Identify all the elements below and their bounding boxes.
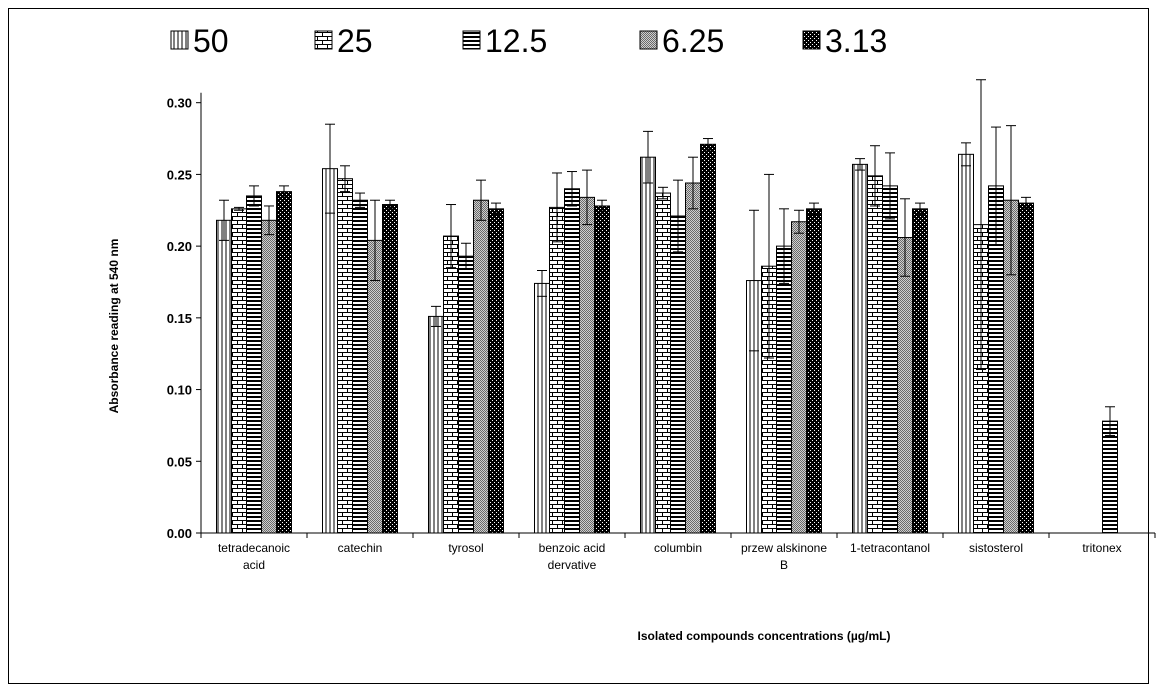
bar-50 [217, 220, 232, 533]
bar-6_25 [898, 238, 913, 533]
bar-3_13 [913, 209, 928, 533]
y-tick-label: 0.25 [167, 167, 192, 182]
bar-12_5 [777, 246, 792, 533]
bar-3_13 [1019, 203, 1034, 533]
bar-3_13 [489, 209, 504, 533]
x-tick-label: tyrosol [448, 541, 483, 555]
x-tick-label: tetradecanoic [218, 541, 290, 555]
bar-50 [535, 283, 550, 533]
legend-label: 25 [337, 23, 373, 59]
bar-12_5 [247, 196, 262, 533]
y-axis-title: Absorbance reading at 540 nm [107, 239, 121, 414]
legend-label: 12.5 [485, 23, 547, 59]
bar-3_13 [701, 144, 716, 533]
bar-25 [550, 207, 565, 533]
bar-3_13 [807, 209, 822, 533]
x-tick-label: columbin [654, 541, 702, 555]
bar-50 [641, 157, 656, 533]
x-tick-label: B [780, 558, 788, 572]
legend-label: 50 [193, 23, 229, 59]
bar-25 [868, 176, 883, 533]
y-tick-label: 0.20 [167, 239, 192, 254]
bar-25 [444, 236, 459, 533]
bar-50 [429, 316, 444, 533]
x-tick-label: benzoic acid [539, 541, 606, 555]
legend-swatch [315, 31, 332, 49]
bar-6_25 [368, 240, 383, 533]
bar-12_5 [459, 256, 474, 533]
bar-25 [656, 193, 671, 533]
y-tick-label: 0.15 [167, 311, 192, 326]
bar-12_5 [565, 189, 580, 533]
x-tick-label: tritonex [1082, 541, 1121, 555]
legend-label: 3.13 [825, 23, 887, 59]
bar-12_5 [671, 216, 686, 533]
x-axis: tetradecanoic acid catechin tyrosol benzoic … [201, 533, 1155, 572]
x-tick-label: dervative [548, 558, 597, 572]
bars [217, 144, 1118, 533]
bar-3_13 [383, 205, 398, 533]
x-tick-label: acid [243, 558, 265, 572]
y-tick-label: 0.05 [167, 454, 192, 469]
bar-3_13 [595, 206, 610, 533]
bar-25 [232, 209, 247, 533]
bar-25 [1103, 421, 1118, 533]
bar-3_13 [277, 192, 292, 533]
y-tick-label: 0.00 [167, 526, 192, 541]
x-axis-title: Isolated compounds concentrations (µg/mL… [638, 629, 891, 643]
x-tick-label: catechin [338, 541, 383, 555]
y-tick-label: 0.10 [167, 383, 192, 398]
bar-6_25 [262, 220, 277, 533]
bar-6_25 [792, 222, 807, 533]
legend-swatch [171, 31, 188, 49]
y-tick-label: 0.30 [167, 96, 192, 111]
legend-swatch [803, 31, 820, 49]
x-tick-label: 1-tetracontanol [850, 541, 930, 555]
x-tick-label: sistosterol [969, 541, 1023, 555]
bar-50 [853, 164, 868, 533]
bar-50 [323, 169, 338, 533]
legend-swatch [463, 31, 480, 49]
bar-6_25 [686, 183, 701, 533]
legend: 50 25 12.5 6.25 3.13 [171, 23, 887, 59]
bar-12_5 [883, 186, 898, 533]
legend-label: 6.25 [662, 23, 724, 59]
bar-6_25 [474, 200, 489, 533]
legend-swatch [640, 31, 657, 49]
bar-50 [959, 154, 974, 533]
bar-6_25 [580, 197, 595, 533]
y-axis: 0.00 0.05 0.10 0.15 0.20 0.25 0.30 [167, 93, 201, 541]
bar-25 [338, 179, 353, 533]
bar-12_5 [353, 200, 368, 533]
x-tick-label: przew alskinone [741, 541, 827, 555]
